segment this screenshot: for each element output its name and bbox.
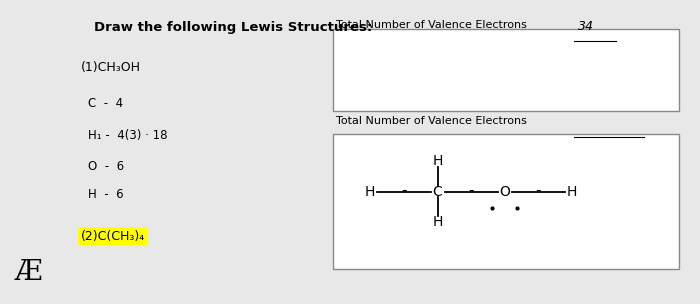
Text: Total Number of Valence Electrons: Total Number of Valence Electrons xyxy=(336,20,527,30)
Text: -: - xyxy=(401,182,407,198)
Text: H: H xyxy=(365,185,375,199)
Text: O  -  6: O - 6 xyxy=(88,160,124,173)
Text: -: - xyxy=(468,182,474,198)
Text: C: C xyxy=(433,185,442,199)
Bar xyxy=(332,134,679,269)
Text: H  -  6: H - 6 xyxy=(88,188,123,202)
Text: 34: 34 xyxy=(578,20,594,33)
Text: (2)C(CH₃)₄: (2)C(CH₃)₄ xyxy=(80,230,145,243)
Text: H: H xyxy=(433,154,442,168)
Text: H: H xyxy=(433,215,442,229)
Text: O: O xyxy=(499,185,510,199)
Bar xyxy=(332,29,679,111)
Text: C  -  4: C - 4 xyxy=(88,97,122,110)
Text: (1)CH₃OH: (1)CH₃OH xyxy=(80,61,141,74)
Text: Æ: Æ xyxy=(14,259,41,286)
Text: -: - xyxy=(536,182,541,198)
Text: H₁ -  4(3) · 18: H₁ - 4(3) · 18 xyxy=(88,129,167,142)
Text: H: H xyxy=(567,185,577,199)
Text: Draw the following Lewis Structures:: Draw the following Lewis Structures: xyxy=(94,21,372,34)
Text: Total Number of Valence Electrons: Total Number of Valence Electrons xyxy=(336,116,527,126)
